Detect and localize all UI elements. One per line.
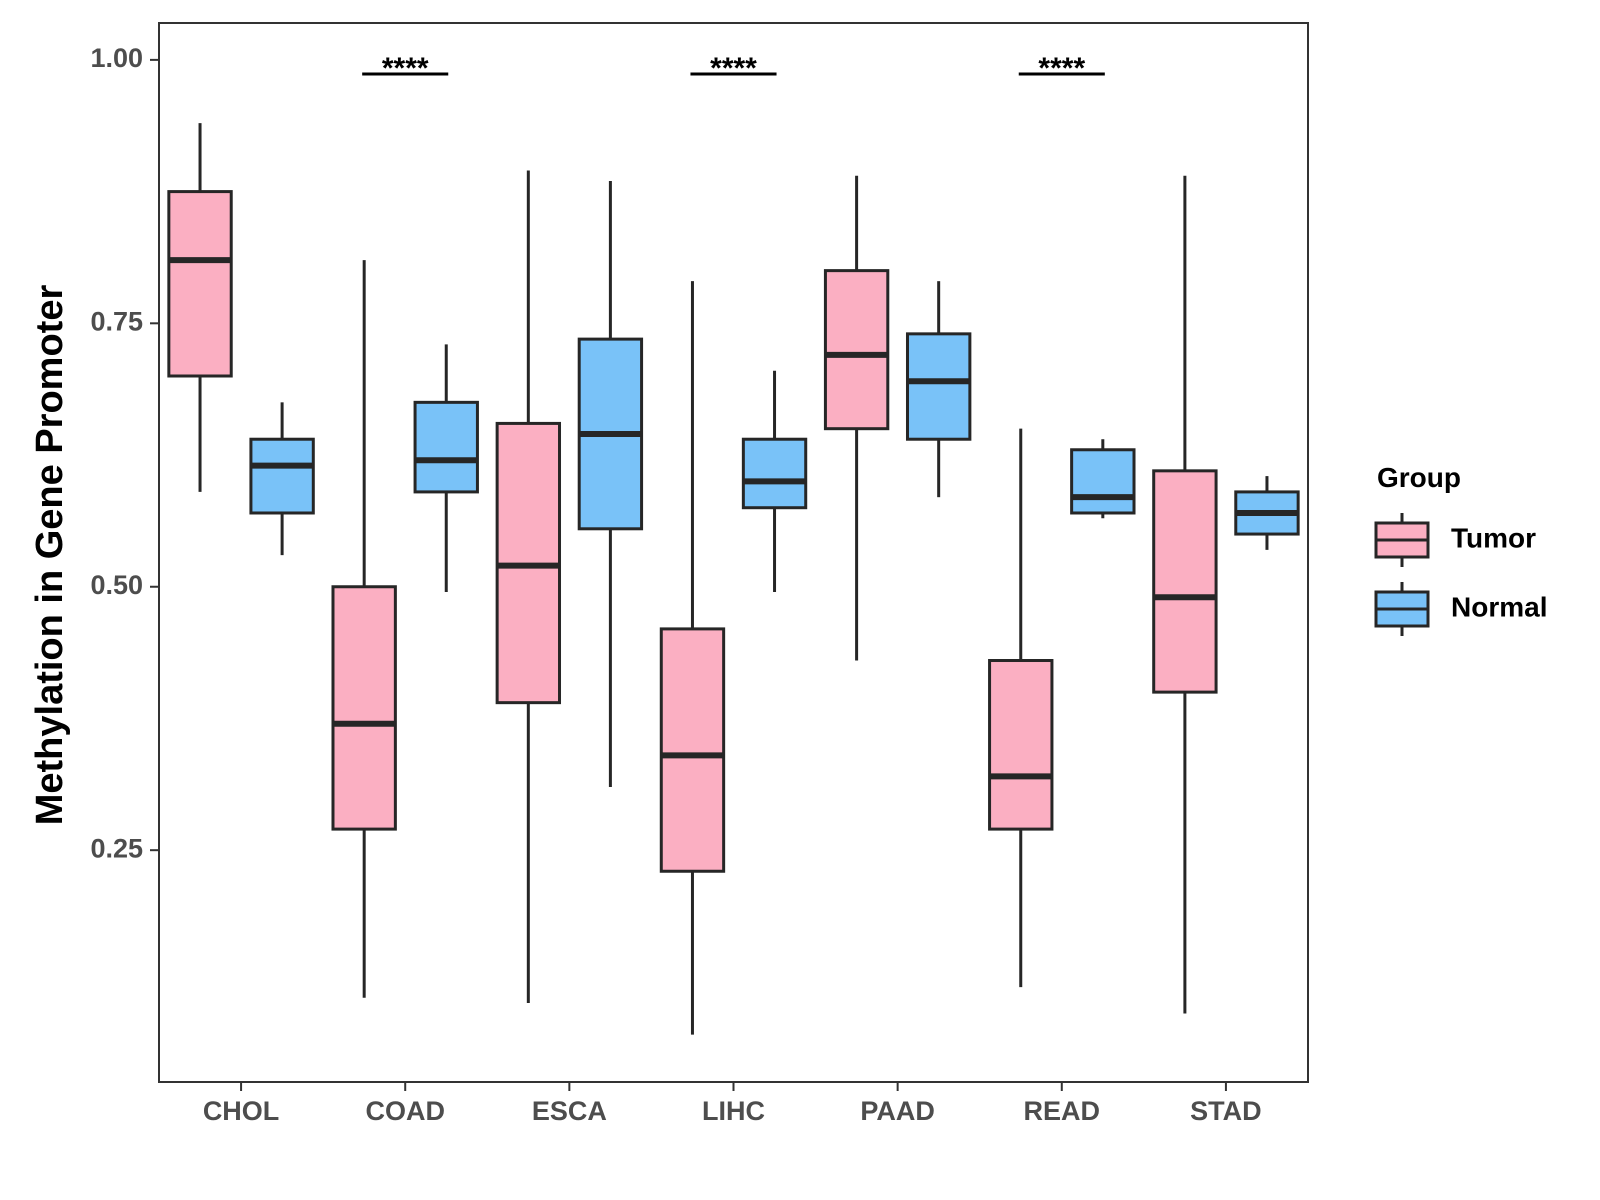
box-body (249, 437, 315, 515)
box-normal-read (1070, 439, 1136, 519)
x-tick-label: ESCA (532, 1096, 607, 1126)
significance-layer: **** **** **** (362, 52, 1105, 85)
box-tumor-esca (495, 170, 562, 1003)
box-normal-stad (1234, 476, 1300, 550)
legend-key-tumor (1374, 513, 1430, 567)
x-axis: CHOL COAD ESCA LIHC PAAD READ STAD (203, 1082, 1262, 1126)
box-body (905, 332, 972, 441)
box-body (1070, 448, 1136, 515)
legend-label: Tumor (1451, 522, 1536, 553)
box-body (988, 659, 1054, 831)
box-body (413, 400, 479, 494)
box-tumor-paad (823, 175, 890, 661)
y-axis-label: Methylation in Gene Promoter (29, 285, 71, 826)
y-tick-label: 1.00 (90, 43, 143, 73)
box-body (331, 585, 397, 831)
box-tumor-read (988, 428, 1054, 988)
box-body (659, 627, 726, 873)
box-tumor-chol (167, 123, 233, 492)
y-axis: 0.25 0.50 0.75 1.00 (90, 43, 159, 863)
box-body (741, 437, 808, 510)
significance-label: **** (710, 52, 757, 85)
box-layer (167, 123, 1300, 1035)
x-tick-label: COAD (365, 1096, 445, 1126)
box-tumor-lihc (659, 281, 726, 1035)
box-normal-coad (413, 344, 479, 593)
y-tick-label: 0.50 (90, 570, 143, 600)
x-tick-label: CHOL (203, 1096, 280, 1126)
x-tick-label: PAAD (860, 1096, 935, 1126)
box-body (823, 269, 890, 431)
significance-label: **** (382, 52, 429, 85)
box-body (1152, 469, 1218, 694)
box-normal-chol (249, 402, 315, 556)
legend-label: Normal (1451, 591, 1547, 622)
x-tick-label: LIHC (702, 1096, 765, 1126)
box-normal-esca (577, 181, 644, 787)
y-tick-label: 0.75 (90, 306, 143, 336)
significance-label: **** (1038, 52, 1085, 85)
legend-key-normal (1374, 582, 1430, 636)
y-tick-label: 0.25 (90, 833, 143, 863)
box-normal-paad (905, 281, 972, 498)
legend-title: Group (1377, 462, 1461, 493)
box-normal-lihc (741, 370, 808, 593)
box-tumor-stad (1152, 175, 1218, 1014)
x-tick-label: READ (1024, 1096, 1101, 1126)
x-tick-label: STAD (1190, 1096, 1262, 1126)
box-tumor-coad (331, 260, 397, 998)
box-body (167, 190, 233, 378)
legend: Group Tumor Normal (1374, 462, 1547, 636)
plot-panel (158, 22, 1309, 1083)
